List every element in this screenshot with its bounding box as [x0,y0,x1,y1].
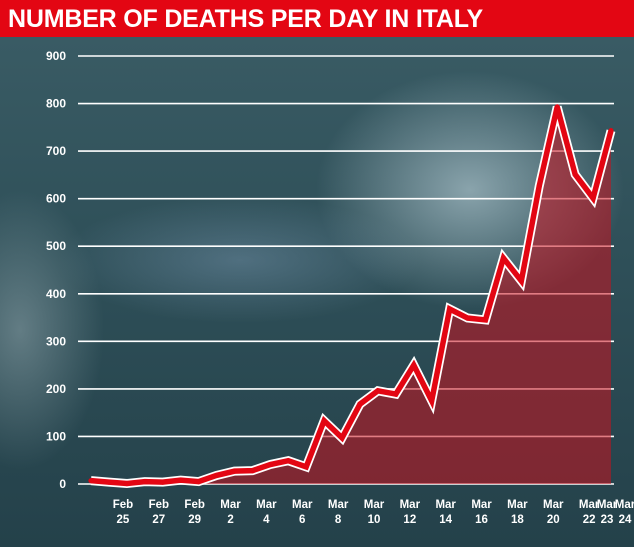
title-bar: NUMBER OF DEATHS PER DAY IN ITALY [0,0,634,37]
y-tick-label: 500 [46,239,66,253]
data-point [554,104,560,110]
x-tick-label: Mar 14 [435,499,456,526]
x-tick-label: Mar 20 [543,499,564,526]
x-tick-month: Mar [220,499,241,511]
data-point [303,464,309,470]
x-tick-day: 16 [475,514,488,526]
area-fill [91,106,611,484]
x-tick-day: 4 [263,514,270,526]
data-point [88,478,94,484]
x-tick-label: Mar 16 [471,499,492,526]
y-tick-label: 400 [46,287,66,301]
x-tick-day: 24 [619,514,632,526]
x-tick-day: 8 [335,514,342,526]
x-tick-label: Mar 4 [256,499,277,526]
x-tick-day: 14 [439,514,452,526]
x-tick-day: 22 [583,514,596,526]
data-point [106,479,112,485]
x-tick-label: Mar 18 [507,499,528,526]
data-point [357,401,363,407]
x-tick-month: Feb [184,499,204,511]
x-tick-day: 12 [403,514,416,526]
y-axis: 0 100 200 300 400 500 600 700 800 900 [46,49,66,491]
x-tick-day: 27 [152,514,165,526]
x-tick-month: Mar [256,499,277,511]
data-point [500,255,507,261]
data-point [321,418,327,424]
data-point [608,128,614,134]
data-point [213,472,220,479]
data-point [464,315,471,321]
x-tick-month: Feb [113,499,133,511]
x-tick-month: Mar [435,499,456,511]
data-point [375,388,381,394]
x-tick-label: Feb 29 [184,499,204,526]
x-tick-label: Feb 27 [149,499,169,526]
data-point [195,479,202,485]
x-tick-label: Mar 24 [615,499,634,526]
x-tick-day: 6 [299,514,305,526]
line-series [90,106,614,487]
data-point [536,183,542,189]
data-point [160,479,166,485]
x-tick-day: 20 [547,514,560,526]
data-point [285,458,291,464]
x-tick-month: Mar [543,499,564,511]
data-line [88,104,616,489]
data-point [411,362,417,368]
x-tick-month: Mar [579,499,600,511]
x-tick-day: 25 [117,514,130,526]
y-tick-label: 600 [46,192,66,206]
data-point [231,468,238,474]
x-tick-month: Mar [597,499,618,511]
x-tick-month: Mar [471,499,492,511]
data-point [267,461,273,468]
data-point [590,195,596,201]
data-point [142,479,148,485]
y-tick-label: 100 [46,429,66,443]
x-tick-label: Mar 6 [292,499,313,526]
x-tick-month: Mar [364,499,385,511]
data-point [124,480,130,487]
x-tick-day: 18 [511,514,524,526]
y-tick-label: 0 [59,477,66,491]
data-point [447,306,453,312]
x-tick-label: Feb 25 [113,499,133,526]
x-tick-day: 29 [188,514,201,526]
data-point [572,171,578,178]
y-tick-label: 800 [46,97,66,111]
x-tick-month: Feb [149,499,169,511]
y-tick-label: 300 [46,334,66,348]
y-tick-label: 900 [46,49,66,63]
x-tick-label: Mar 10 [364,499,385,526]
x-tick-label: Mar 22 [579,499,600,526]
x-tick-day: 23 [601,514,614,526]
x-tick-label: Mar 23 [597,499,618,526]
y-tick-label: 200 [46,382,66,396]
data-point [339,435,345,441]
data-point [429,398,435,404]
x-tick-month: Mar [507,499,528,511]
data-point [393,391,399,397]
x-axis: Feb 25 Feb 27 Feb 29 Mar 2 Mar 4 Mar 6 Mar 8 Mar 10 Mar 1… [113,499,634,526]
area-series [91,106,611,484]
x-tick-month: Mar [292,499,313,511]
data-point [249,468,255,474]
y-tick-label: 700 [46,144,66,158]
x-tick-day: 10 [368,514,381,526]
x-tick-month: Mar [328,499,349,511]
x-tick-label: Mar 2 [220,499,241,526]
data-point [518,278,524,284]
x-tick-month: Mar [615,499,634,511]
x-tick-label: Mar 12 [400,499,421,526]
x-tick-month: Mar [400,499,421,511]
x-tick-label: Mar 8 [328,499,349,526]
chart-title: NUMBER OF DEATHS PER DAY IN ITALY [8,5,483,33]
data-point [178,477,184,483]
x-tick-day: 2 [227,514,233,526]
data-point [482,317,489,323]
